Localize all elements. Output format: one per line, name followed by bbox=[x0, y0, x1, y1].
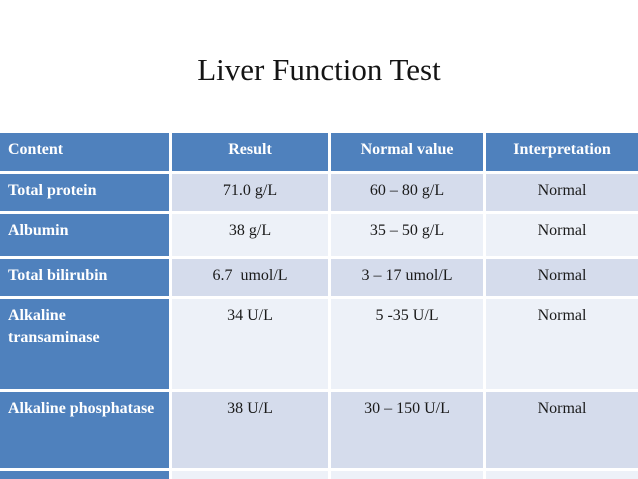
cell-normal-value: 60 – 80 g/L bbox=[331, 174, 483, 211]
cell-interpretation: Normal bbox=[486, 174, 638, 211]
cell-interpretation: Normal bbox=[486, 299, 638, 389]
partial-row-header bbox=[0, 471, 169, 479]
cell-result: 38 g/L bbox=[172, 214, 328, 256]
page-title: Liver Function Test bbox=[197, 52, 441, 87]
cell-interpretation: Normal bbox=[486, 214, 638, 256]
column-header-content: Content bbox=[0, 133, 169, 171]
cell-result: 38 U/L bbox=[172, 392, 328, 468]
column-header-result: Result bbox=[172, 133, 328, 171]
cell-result: 71.0 g/L bbox=[172, 174, 328, 211]
row-header-total-protein: Total protein bbox=[0, 174, 169, 211]
cell-normal-value: 30 – 150 U/L bbox=[331, 392, 483, 468]
liver-function-table: Content Result Normal value Interpretati… bbox=[0, 133, 638, 479]
cell-normal-value: 35 – 50 g/L bbox=[331, 214, 483, 256]
row-header-total-bilirubin: Total bilirubin bbox=[0, 259, 169, 296]
row-header-alkaline-phosphatase: Alkaline phosphatase bbox=[0, 392, 169, 468]
cell-result: 6.7 umol/L bbox=[172, 259, 328, 296]
partial-cell bbox=[486, 471, 638, 479]
cell-interpretation: Normal bbox=[486, 259, 638, 296]
partial-cell bbox=[331, 471, 483, 479]
row-header-alkaline-transaminase: Alkaline transaminase bbox=[0, 299, 169, 389]
column-header-interpretation: Interpretation bbox=[486, 133, 638, 171]
partial-cell bbox=[172, 471, 328, 479]
row-header-albumin: Albumin bbox=[0, 214, 169, 256]
column-header-normal-value: Normal value bbox=[331, 133, 483, 171]
cell-interpretation: Normal bbox=[486, 392, 638, 468]
cell-normal-value: 5 -35 U/L bbox=[331, 299, 483, 389]
cell-result: 34 U/L bbox=[172, 299, 328, 389]
cell-normal-value: 3 – 17 umol/L bbox=[331, 259, 483, 296]
